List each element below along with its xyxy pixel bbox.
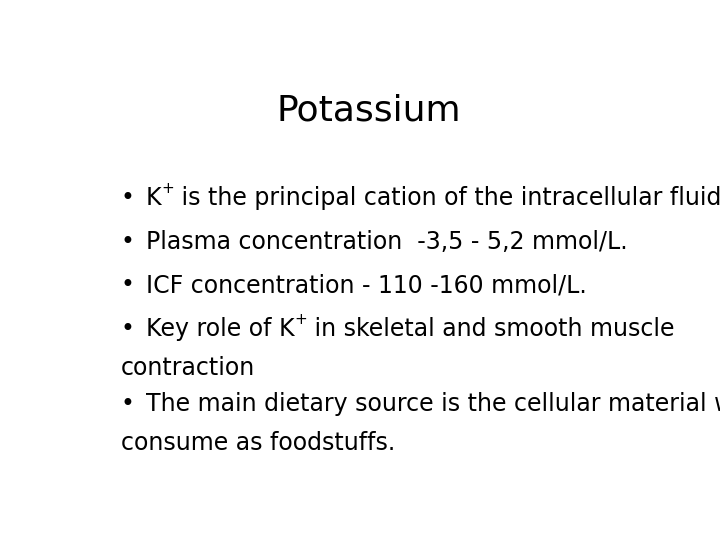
Text: The main dietary source is the cellular material we: The main dietary source is the cellular … (145, 392, 720, 416)
Text: •: • (121, 317, 135, 341)
Text: Potassium: Potassium (276, 94, 462, 128)
Text: in skeletal and smooth muscle: in skeletal and smooth muscle (307, 317, 675, 341)
Text: •: • (121, 273, 135, 297)
Text: +: + (294, 312, 307, 327)
Text: Plasma concentration  -3,5 - 5,2 mmol/L.: Plasma concentration -3,5 - 5,2 mmol/L. (145, 230, 627, 253)
Text: ICF concentration - 110 -160 mmol/L.: ICF concentration - 110 -160 mmol/L. (145, 273, 587, 297)
Text: K: K (145, 186, 161, 210)
Text: is the principal cation of the intracellular fluid.: is the principal cation of the intracell… (174, 186, 720, 210)
Text: •: • (121, 230, 135, 253)
Text: consume as foodstuffs.: consume as foodstuffs. (121, 431, 395, 455)
Text: +: + (161, 181, 174, 196)
Text: •: • (121, 392, 135, 416)
Text: Key role of K: Key role of K (145, 317, 294, 341)
Text: •: • (121, 186, 135, 210)
Text: contraction: contraction (121, 356, 255, 380)
